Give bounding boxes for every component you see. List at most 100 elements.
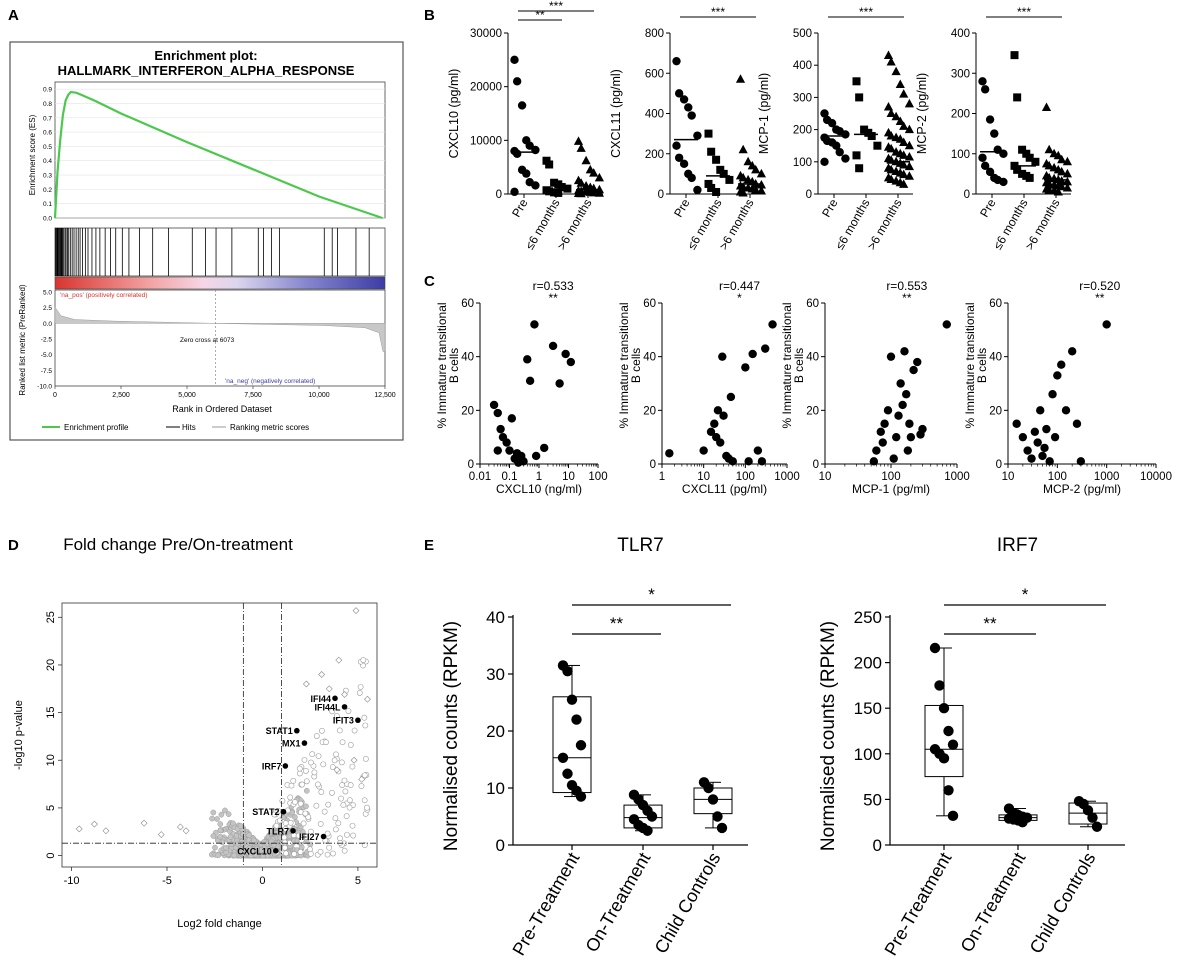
labeled-gene-point bbox=[320, 833, 327, 840]
data-point bbox=[1062, 176, 1072, 186]
data-point bbox=[883, 406, 893, 415]
data-point bbox=[899, 121, 909, 130]
data-point bbox=[980, 161, 990, 171]
y-tick-label: 60 bbox=[806, 298, 819, 310]
gene-point bbox=[279, 798, 286, 804]
gene-point bbox=[362, 722, 369, 729]
labeled-gene-point bbox=[290, 827, 296, 834]
y-tick-label: 200 bbox=[854, 654, 882, 673]
gene-point bbox=[357, 684, 364, 690]
gsea-legend: Enrichment profile Hits Ranking metric s… bbox=[42, 423, 309, 432]
data-point bbox=[674, 153, 684, 162]
data-point bbox=[1010, 51, 1019, 60]
x-tick-label: 10 bbox=[562, 471, 575, 483]
y-tick-label: 60 bbox=[461, 298, 474, 310]
gene-point bbox=[333, 751, 339, 758]
gene-point bbox=[291, 851, 298, 857]
data-point bbox=[562, 768, 573, 779]
es-tick-label: 0.4 bbox=[43, 158, 52, 165]
y-axis-title: MCP-1 (pg/ml) bbox=[757, 73, 771, 154]
x-axis-title: Log2 fold change bbox=[177, 918, 261, 930]
data-point bbox=[573, 136, 584, 145]
labeled-gene-name: MX1 bbox=[282, 739, 301, 749]
gene-point bbox=[303, 787, 310, 794]
legend-es-text: Enrichment profile bbox=[64, 423, 129, 432]
data-point bbox=[712, 155, 721, 164]
gene-point bbox=[323, 739, 329, 746]
data-point bbox=[642, 825, 653, 836]
data-point bbox=[1057, 181, 1067, 191]
data-point bbox=[904, 124, 914, 134]
data-point bbox=[904, 98, 914, 108]
gene-point bbox=[347, 741, 354, 748]
gene-point bbox=[299, 781, 305, 788]
x-axis-title: MCP-1 (pg/ml) bbox=[852, 482, 930, 496]
gene-point bbox=[335, 820, 342, 827]
gene-point bbox=[217, 827, 224, 834]
x-tick-label: 100 bbox=[736, 471, 755, 483]
x-tick-label: 0 bbox=[53, 392, 57, 399]
correlation-stars: ** bbox=[548, 291, 558, 305]
data-point bbox=[896, 379, 905, 388]
y-tick-label: 20000 bbox=[470, 82, 502, 94]
data-point bbox=[841, 154, 850, 163]
data-point bbox=[571, 714, 582, 725]
y-axis-title: % Immature transitionalB cells bbox=[780, 302, 806, 428]
gene-point bbox=[219, 839, 226, 846]
gene-point bbox=[269, 828, 276, 835]
data-point bbox=[886, 131, 896, 140]
data-point bbox=[899, 137, 909, 146]
data-point bbox=[589, 168, 599, 177]
data-point bbox=[712, 187, 721, 196]
y-tick-label: 800 bbox=[645, 28, 664, 40]
gene-point bbox=[303, 778, 310, 785]
x-tick-label: 1000 bbox=[944, 471, 970, 483]
significance-stars: *** bbox=[1017, 5, 1031, 19]
y-tick-label: 0 bbox=[873, 836, 882, 855]
data-point bbox=[738, 144, 748, 154]
data-point bbox=[1057, 166, 1067, 176]
significance-stars: ** bbox=[535, 8, 545, 22]
gene-point bbox=[237, 823, 244, 829]
data-point bbox=[1053, 371, 1062, 380]
gene-point bbox=[296, 770, 303, 777]
gene-point bbox=[318, 789, 325, 795]
y-tick-label: 40 bbox=[461, 352, 474, 364]
y-tick-label: 60 bbox=[643, 298, 656, 310]
data-point bbox=[665, 449, 674, 458]
x-tick-label: 1 bbox=[659, 471, 665, 483]
gene-point bbox=[341, 847, 348, 854]
y-axis-title: CXCL10 (pg/ml) bbox=[447, 69, 461, 159]
correlation-stars: ** bbox=[902, 291, 912, 305]
data-point bbox=[942, 320, 951, 329]
data-point bbox=[716, 438, 725, 447]
data-point bbox=[886, 174, 896, 184]
data-point bbox=[1057, 154, 1067, 164]
category-label: Pre-Treatment bbox=[880, 849, 955, 959]
labeled-gene-point bbox=[341, 704, 348, 710]
x-tick-label: 10 bbox=[1002, 471, 1015, 483]
panel-e: TLR7 0 10 20 30 40 Normalised counts (RPKM) Pre… bbox=[441, 535, 1125, 959]
data-point bbox=[1087, 812, 1098, 823]
y-tick-label: 400 bbox=[793, 60, 812, 72]
data-point bbox=[1018, 169, 1027, 178]
data-point bbox=[980, 85, 990, 94]
data-point bbox=[1030, 427, 1040, 436]
y-tick-label: 5 bbox=[45, 805, 57, 811]
data-point bbox=[674, 89, 684, 98]
data-point bbox=[589, 187, 599, 197]
gene-point bbox=[309, 751, 316, 758]
data-point bbox=[1072, 419, 1082, 428]
data-point bbox=[1012, 419, 1021, 428]
gene-point bbox=[361, 842, 368, 849]
gene-point bbox=[230, 820, 236, 827]
data-point bbox=[872, 446, 881, 455]
data-point bbox=[820, 109, 829, 118]
gsea-title-1: Enrichment plot: bbox=[154, 48, 257, 63]
x-tick-label: -5 bbox=[162, 875, 172, 887]
data-point bbox=[693, 131, 702, 140]
data-point bbox=[909, 365, 918, 375]
gene-point-outlier bbox=[102, 827, 110, 835]
data-point bbox=[867, 132, 876, 141]
data-point bbox=[999, 149, 1008, 158]
